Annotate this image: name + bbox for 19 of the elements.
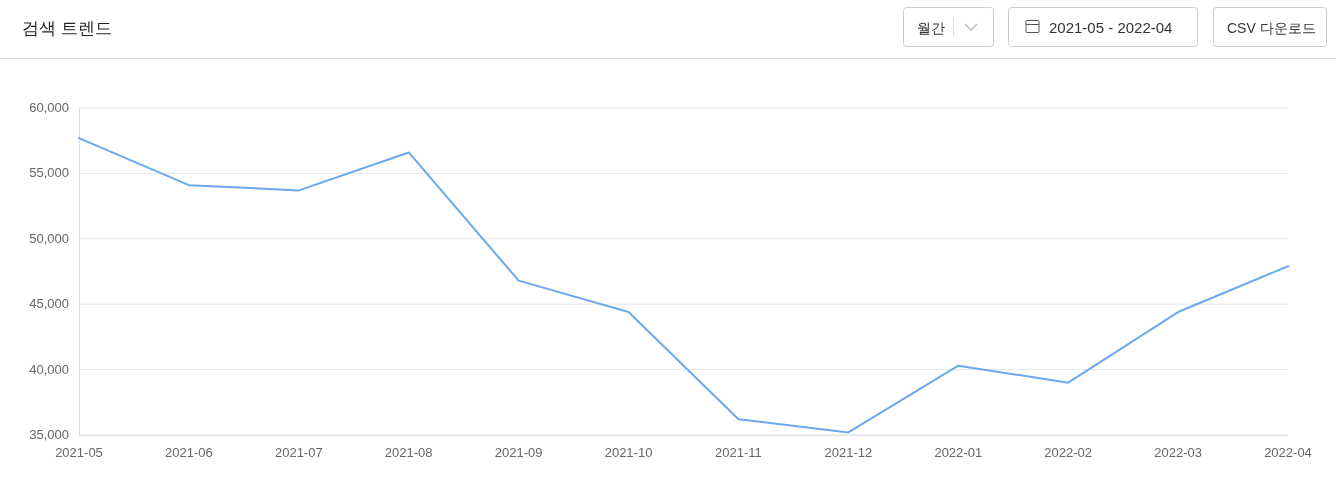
y-tick-label: 55,000 [29,165,69,181]
y-tick-label: 35,000 [29,427,69,442]
y-tick-label: 40,000 [29,361,69,377]
x-tick-label: 2021-10 [604,445,653,460]
x-tick-label: 2021-07 [274,445,323,460]
x-tick-label: 2022-02 [1044,445,1093,460]
x-tick-label: 2021-11 [715,445,762,460]
x-tick-label: 2021-05 [55,445,103,460]
x-tick-label: 2021-12 [824,445,873,460]
y-tick-label: 45,000 [29,296,69,312]
x-tick-label: 2022-01 [934,445,983,460]
x-tick-label: 2021-06 [165,445,213,460]
title: 검색 트렌드 [22,19,112,38]
x-tick-label: 2022-03 [1154,445,1202,460]
x-tick-label: 2022-04 [1264,445,1312,460]
x-tick-label: 2021-08 [384,445,433,460]
y-tick-label: 60,000 [29,100,69,115]
y-tick-label: 50,000 [29,230,69,246]
x-tick-label: 2021-09 [494,445,543,460]
